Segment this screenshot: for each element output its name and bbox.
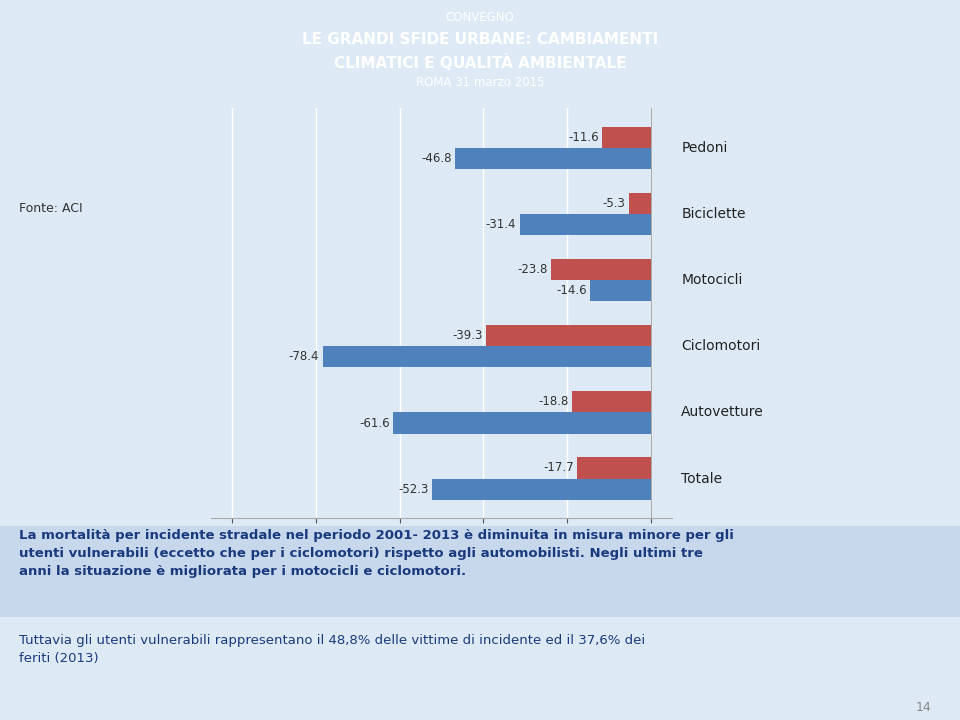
Text: -11.6: -11.6 (568, 131, 599, 144)
Bar (577, 457, 651, 479)
Text: CONVEGNO: CONVEGNO (445, 11, 515, 24)
Bar (572, 391, 651, 413)
Text: ROMA 31 marzo 2015: ROMA 31 marzo 2015 (416, 76, 544, 89)
Text: -61.6: -61.6 (359, 416, 390, 430)
Text: Tuttavia gli utenti vulnerabili rappresentano il 48,8% delle vittime di incident: Tuttavia gli utenti vulnerabili rapprese… (19, 634, 645, 665)
Text: Fonte: ACI: Fonte: ACI (19, 202, 83, 215)
Text: -46.8: -46.8 (421, 152, 451, 165)
Text: Ciclomotori: Ciclomotori (682, 339, 760, 354)
Text: -39.3: -39.3 (453, 329, 483, 342)
Bar (589, 280, 651, 301)
Bar (432, 479, 651, 500)
Bar (455, 148, 651, 169)
Legend: Var % 2013/2010, Var. % 2013/2001: Var % 2013/2010, Var. % 2013/2001 (208, 542, 491, 565)
Text: -31.4: -31.4 (486, 218, 516, 231)
Text: -17.7: -17.7 (543, 462, 573, 474)
Text: -52.3: -52.3 (398, 482, 428, 495)
Text: La mortalità per incidente stradale nel periodo 2001- 2013 è diminuita in misura: La mortalità per incidente stradale nel … (19, 529, 734, 578)
Text: 14: 14 (916, 701, 931, 714)
Bar (519, 214, 651, 235)
Text: -78.4: -78.4 (289, 351, 320, 364)
Text: -18.8: -18.8 (539, 395, 569, 408)
Bar (551, 259, 651, 280)
Text: LE GRANDI SFIDE URBANE: CAMBIAMENTI: LE GRANDI SFIDE URBANE: CAMBIAMENTI (301, 32, 659, 47)
Text: -23.8: -23.8 (517, 263, 548, 276)
Text: Autovetture: Autovetture (682, 405, 764, 420)
Text: CLIMATICI E QUALITÀ AMBIENTALE: CLIMATICI E QUALITÀ AMBIENTALE (334, 54, 626, 71)
Text: Pedoni: Pedoni (682, 141, 728, 155)
Bar (629, 193, 651, 214)
Bar (323, 346, 651, 367)
Text: -14.6: -14.6 (556, 284, 587, 297)
Text: -5.3: -5.3 (603, 197, 626, 210)
Bar (487, 325, 651, 346)
FancyBboxPatch shape (0, 526, 960, 617)
Text: Biciclette: Biciclette (682, 207, 746, 221)
Bar (603, 127, 651, 148)
Bar (393, 413, 651, 433)
Text: Motocicli: Motocicli (682, 273, 743, 287)
Text: Totale: Totale (682, 472, 722, 485)
